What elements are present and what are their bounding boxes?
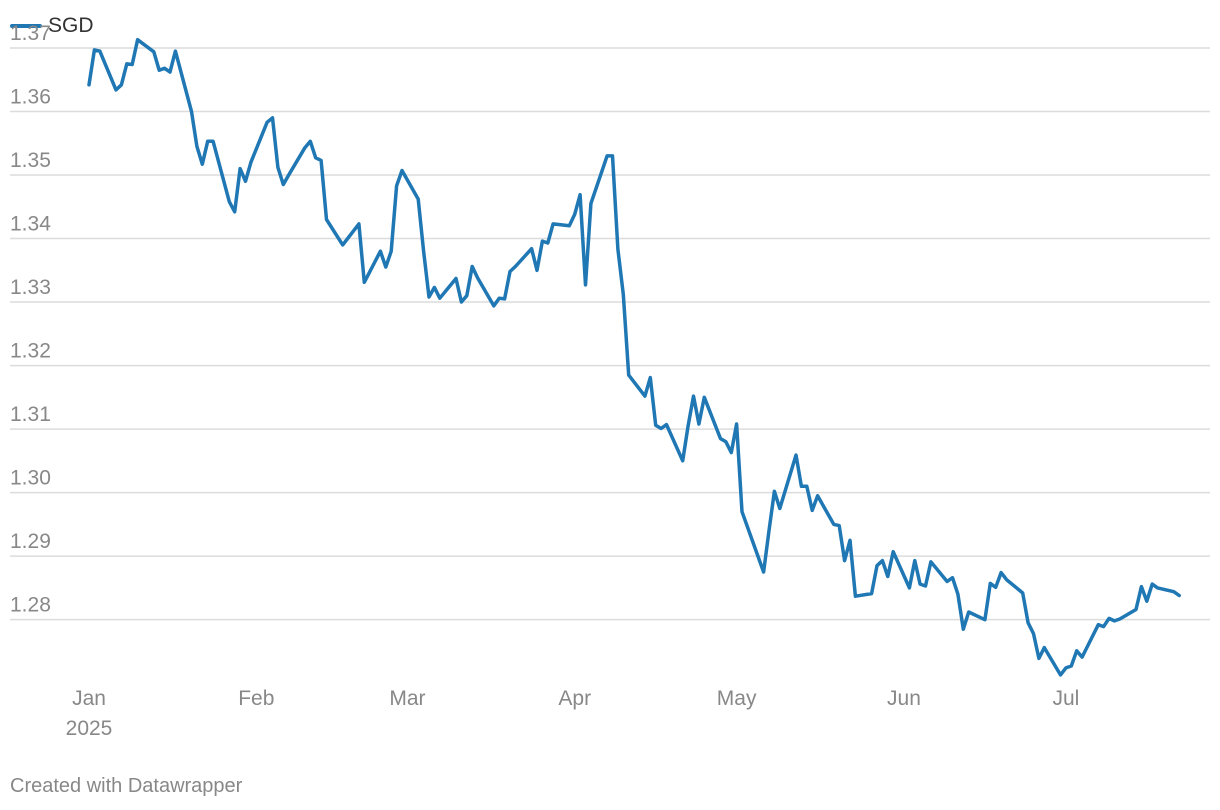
y-tick-label: 1.36: [10, 85, 51, 108]
y-tick-label: 1.32: [10, 340, 51, 363]
footer-credit: Created with Datawrapper: [10, 775, 243, 797]
y-tick-label: 1.35: [10, 149, 51, 172]
legend: SGD: [10, 14, 94, 38]
legend-label: SGD: [48, 14, 94, 37]
x-tick-label: Mar: [389, 687, 425, 710]
y-tick-label: 1.34: [10, 213, 51, 236]
x-tick-sublabel: 2025: [66, 717, 113, 740]
y-tick-label: 1.33: [10, 276, 51, 299]
y-tick-label: 1.30: [10, 467, 51, 490]
x-axis: Jan 2025 Feb Mar Apr May Jun Jul: [66, 687, 1080, 740]
x-tick-label: Jun: [887, 687, 921, 710]
x-tick-label: Feb: [238, 687, 274, 710]
legend-swatch: [10, 24, 42, 28]
series-group: [87, 37, 1181, 677]
grid-lines: [10, 47, 1210, 621]
y-axis: 1.37 1.36 1.35 1.34 1.33 1.32 1.31 1.30 1.29 1.28: [10, 22, 51, 617]
x-tick-label: Apr: [558, 687, 591, 710]
x-tick-label: May: [717, 687, 757, 710]
y-tick-label: 1.31: [10, 403, 51, 426]
x-tick-label: Jan: [72, 687, 106, 710]
y-tick-label: 1.28: [10, 594, 51, 617]
series-line-sgd: [87, 37, 1181, 677]
x-tick-label: Jul: [1052, 687, 1079, 710]
y-tick-label: 1.37: [10, 22, 51, 45]
y-tick-label: 1.29: [10, 530, 51, 553]
